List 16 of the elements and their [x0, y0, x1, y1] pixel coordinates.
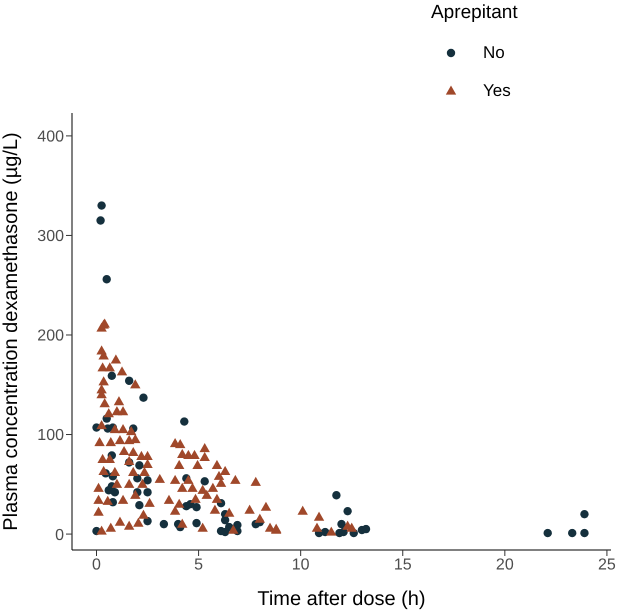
x-tick-label: 20 — [496, 556, 514, 574]
legend-label: No — [483, 43, 505, 63]
y-tick-label: 200 — [37, 328, 64, 345]
x-tick-label: 0 — [92, 556, 102, 574]
x-tick-label: 25 — [598, 556, 616, 574]
y-tick-label: 100 — [37, 427, 64, 444]
legend-title: Aprepitant — [431, 2, 519, 24]
y-axis-title: Plasma concentration dexamethasone (µg/L) — [0, 132, 22, 531]
y-tick-label: 400 — [37, 128, 64, 146]
legend-label: Yes — [483, 81, 511, 101]
y-tick-label: 300 — [37, 228, 64, 246]
x-tick-label: 10 — [292, 556, 310, 574]
y-tick-label: 0 — [55, 526, 64, 544]
x-axis-title: Time after dose (h) — [257, 588, 426, 610]
x-tick-label: 15 — [394, 556, 412, 574]
x-tick-label: 5 — [194, 556, 204, 574]
